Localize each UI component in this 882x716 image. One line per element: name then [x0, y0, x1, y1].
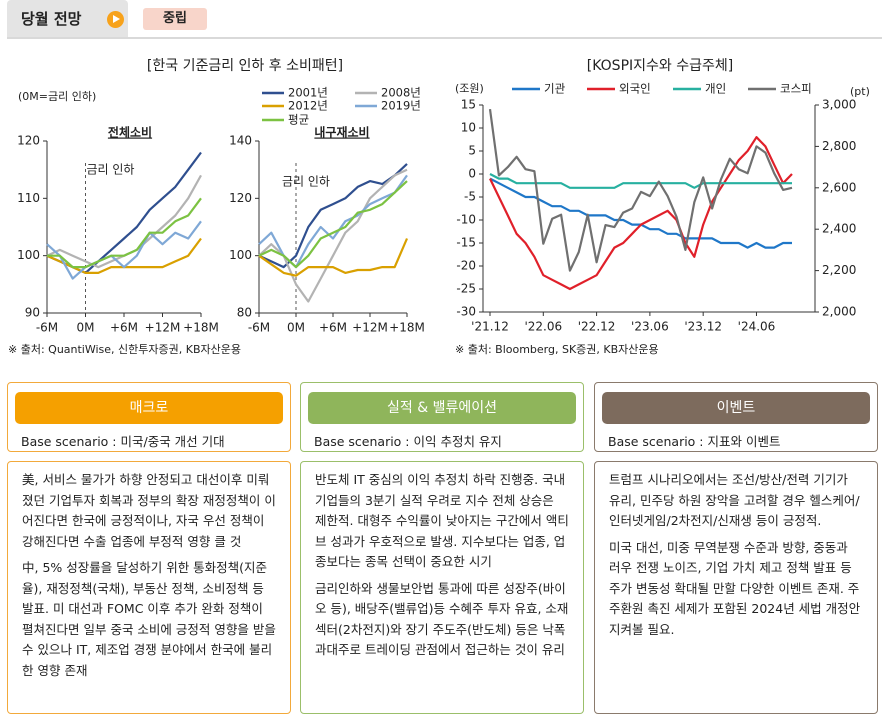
chart-title: [KOSPI지수와 수급주체]: [587, 58, 733, 74]
paragraph: 트럼프 시나리오에서는 조선/방산/전력 기기가 유리, 민주당 하원 장악을 …: [609, 472, 860, 528]
charts: [한국 기준금리 인하 후 소비패턴] (0M=금리 인하) ※ 출처: Qua…: [8, 58, 870, 356]
x-tick-label: '24.06: [738, 320, 776, 334]
x-tick-label: +18M: [183, 321, 219, 335]
badge: 중립: [143, 8, 207, 30]
x-tick-label: '23.12: [684, 320, 722, 334]
y2-tick-label: 2,800: [822, 139, 856, 153]
y2-tick-label: 2,600: [822, 180, 856, 194]
x-tick-label: +12M: [352, 321, 388, 335]
y-tick-label: 120: [229, 191, 252, 205]
y-tick-label: -15: [456, 236, 476, 250]
y2-unit: (pt): [850, 85, 870, 98]
figure-title: [한국 기준금리 인하 후 소비패턴]: [147, 58, 343, 74]
x-tick-label: +6M: [319, 321, 347, 335]
base-scenario: Base scenario : 미국/중국 개선 기대: [21, 434, 225, 449]
panel-title: 매크로: [15, 392, 283, 424]
legend-label: 평균: [288, 113, 309, 127]
y-tick-label: 120: [17, 134, 40, 148]
y2-tick-label: 2,000: [822, 305, 856, 319]
paragraph: 美, 서비스 물가가 하향 안정되고 대선이후 미뤄졌던 기업투자 회복과 정부…: [22, 472, 276, 549]
y-tick-label: 15: [461, 98, 476, 112]
x-tick-label: '22.12: [578, 320, 616, 334]
x-tick-label: -6M: [36, 321, 58, 335]
x-tick-label: 0M: [287, 321, 305, 335]
panel-body: 반도체 IT 중심의 이익 추정치 하락 진행중. 국내 기업들의 3분기 실적…: [300, 461, 584, 714]
y-tick-label: -10: [456, 213, 476, 227]
annotation: 금리 인하: [87, 163, 135, 177]
legend-label: 외국인: [619, 82, 651, 96]
legend-label: 2019년: [381, 99, 421, 113]
y-tick-label: 5: [468, 144, 476, 158]
panel-header: 이벤트 Base scenario : 지표와 이벤트: [594, 382, 878, 452]
y-tick-label: 100: [229, 248, 252, 262]
paragraph: 미국 대선, 미중 무역분쟁 수준과 방향, 중동과 러우 전쟁 노이즈, 기업…: [609, 539, 861, 637]
legend-label: 2012년: [288, 99, 328, 113]
y-unit: (조원): [455, 82, 484, 95]
y-tick-label: 10: [461, 121, 476, 135]
x-tick-label: +6M: [110, 321, 138, 335]
legend-label: 2008년: [381, 86, 421, 100]
x-tick-label: '23.06: [631, 320, 669, 334]
y-tick-label: 0: [468, 167, 476, 181]
legend-label: 기관: [544, 82, 566, 96]
y-tick-label: 140: [229, 134, 252, 148]
legend-label: 코스피: [780, 82, 812, 96]
panel-title: 실적 & 밸류에이션: [308, 392, 576, 424]
paragraph: 금리인하와 생물보안법 통과에 따른 성장주(바이오 등), 배당주(밸류업)등…: [315, 580, 569, 658]
panel-body: 트럼프 시나리오에서는 조선/방산/전력 기기가 유리, 민주당 하원 장악을 …: [594, 461, 878, 714]
panel-header: 실적 & 밸류에이션 Base scenario : 이익 추정치 유지: [300, 382, 584, 452]
panel-body: 美, 서비스 물가가 하향 안정되고 대선이후 미뤄졌던 기업투자 회복과 정부…: [7, 461, 291, 714]
y-tick-label: 90: [25, 306, 40, 320]
x-tick-label: 0M: [77, 321, 95, 335]
legend-label: 개인: [705, 82, 726, 96]
series-line: [258, 238, 409, 277]
y-tick-label: -20: [456, 259, 476, 273]
tab[interactable]: 당월 전망: [7, 0, 128, 38]
x-tick-label: +18M: [389, 321, 425, 335]
x-tick-label: '21.12: [471, 320, 509, 334]
paragraph: 中, 5% 성장률을 달성하기 위한 통화정책(지준율), 재정정책(국채), …: [22, 560, 276, 678]
annotation: 금리 인하: [282, 175, 330, 189]
source: ※ 출처: Bloomberg, SK증권, KB자산운용: [455, 343, 659, 356]
figure-note: (0M=금리 인하): [18, 89, 96, 103]
panel-header: 매크로 Base scenario : 미국/중국 개선 기대: [7, 382, 291, 452]
series-line: [46, 220, 202, 280]
series-line: [489, 173, 792, 189]
panel-title: 이벤트: [602, 392, 870, 424]
y-tick-label: -5: [464, 190, 476, 204]
series-line: [258, 168, 408, 303]
x-tick-label: -6M: [248, 321, 270, 335]
y-tick-label: -30: [456, 305, 476, 319]
y-tick-label: 80: [237, 306, 252, 320]
series-line: [258, 180, 408, 269]
series-line: [47, 197, 202, 269]
x-tick-label: '22.06: [524, 320, 562, 334]
series-line: [489, 177, 792, 249]
tab-label: 당월 전망: [21, 10, 82, 28]
chart-title: 전체소비: [108, 125, 152, 140]
series-line: [488, 108, 793, 272]
y-tick-label: 100: [17, 248, 40, 262]
source: ※ 출처: QuantiWise, 신한투자증권, KB자산운용: [8, 343, 241, 356]
legend-label: 2001년: [288, 86, 328, 100]
play-icon: [107, 11, 124, 28]
y2-tick-label: 2,200: [822, 263, 856, 277]
y2-tick-label: 3,000: [822, 98, 856, 112]
series-line: [258, 163, 408, 269]
x-tick-label: +12M: [145, 321, 181, 335]
y-tick-label: -25: [456, 282, 476, 296]
paragraph: 반도체 IT 중심의 이익 추정치 하락 진행중. 국내 기업들의 3분기 실적…: [315, 472, 569, 569]
base-scenario: Base scenario : 이익 추정치 유지: [314, 434, 502, 449]
tab-underline: [7, 37, 882, 39]
series-line: [489, 136, 793, 291]
chart-title: 내구재소비: [314, 125, 369, 140]
y-tick-label: 110: [17, 191, 40, 205]
base-scenario: Base scenario : 지표와 이벤트: [608, 434, 781, 449]
y2-tick-label: 2,400: [822, 222, 856, 236]
